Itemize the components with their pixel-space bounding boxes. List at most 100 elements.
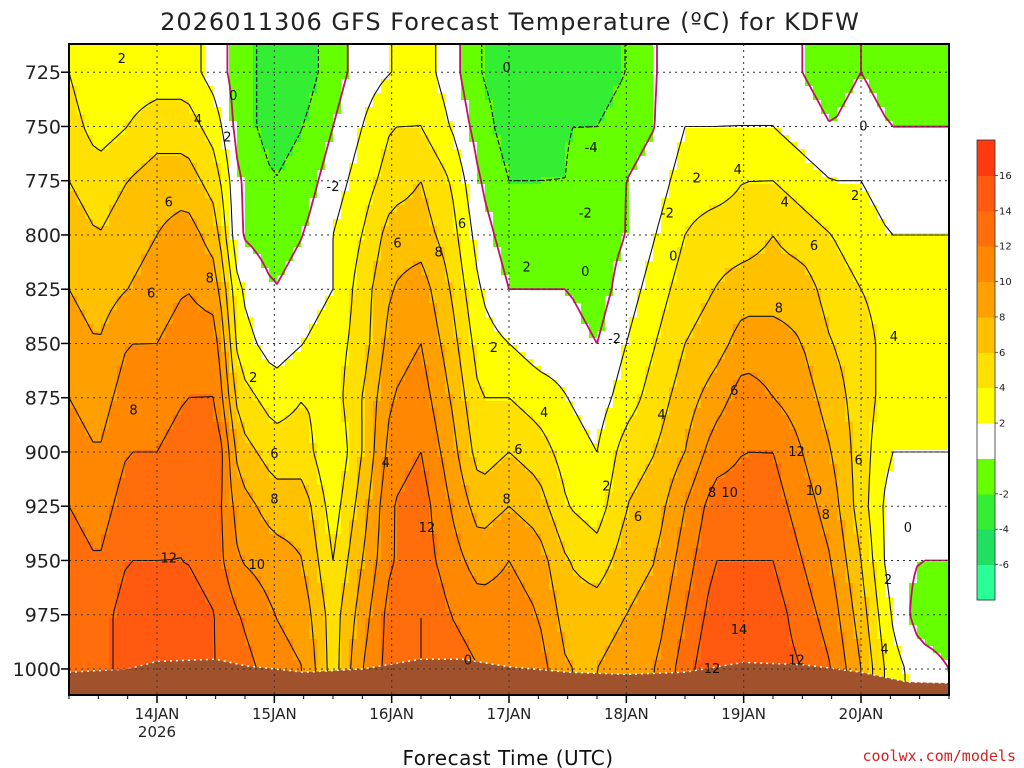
contour-cell <box>405 135 414 143</box>
contour-cell <box>701 100 710 108</box>
contour-cell <box>645 282 654 290</box>
contour-cell <box>357 58 366 66</box>
contour-cell <box>125 128 134 136</box>
contour-cell <box>253 163 262 171</box>
contour-cell <box>805 282 814 290</box>
contour-cell <box>77 212 86 220</box>
contour-cell <box>685 149 694 157</box>
contour-cell <box>341 289 350 297</box>
contour-cell <box>453 79 462 87</box>
contour-cell <box>757 268 766 276</box>
contour-cell <box>253 338 262 346</box>
contour-cell <box>213 317 222 325</box>
contour-cell <box>901 219 910 227</box>
contour-cell <box>725 114 734 122</box>
contour-cell <box>493 247 502 255</box>
contour-cell <box>709 100 718 108</box>
contour-cell <box>285 331 294 339</box>
contour-cell <box>637 58 646 66</box>
contour-cell <box>293 289 302 297</box>
contour-cell <box>269 324 278 332</box>
contour-cell <box>693 275 702 283</box>
contour-cell <box>853 233 862 241</box>
contour-cell <box>669 79 678 87</box>
contour-cell <box>229 268 238 276</box>
contour-cell <box>605 310 614 318</box>
contour-cell <box>77 296 86 304</box>
contour-cell <box>181 317 190 325</box>
contour-cell <box>733 254 742 262</box>
contour-cell <box>589 163 598 171</box>
contour-cell <box>925 268 934 276</box>
contour-cell <box>85 86 94 94</box>
contour-cell <box>69 310 78 318</box>
contour-cell <box>797 345 806 353</box>
contour-cell <box>573 352 582 360</box>
contour-cell <box>181 219 190 227</box>
contour-cell <box>501 121 510 129</box>
contour-cell <box>477 44 486 52</box>
contour-cell <box>173 317 182 325</box>
contour-cell <box>85 107 94 115</box>
contour-cell <box>77 44 86 52</box>
contour-cell <box>461 72 470 80</box>
contour-cell <box>773 142 782 150</box>
contour-cell <box>933 51 942 59</box>
contour-cell <box>837 79 846 87</box>
contour-cell <box>373 163 382 171</box>
contour-cell <box>845 65 854 73</box>
contour-cell <box>789 121 798 129</box>
contour-cell <box>93 254 102 262</box>
contour-cell <box>805 72 814 80</box>
contour-cell <box>549 65 558 73</box>
contour-cell <box>157 163 166 171</box>
contour-cell <box>165 310 174 318</box>
contour-cell <box>581 275 590 283</box>
contour-cell <box>605 219 614 227</box>
contour-cell <box>861 86 870 94</box>
contour-cell <box>485 331 494 339</box>
contour-cell <box>509 296 518 304</box>
contour-cell <box>765 310 774 318</box>
contour-cell <box>357 184 366 192</box>
contour-cell <box>205 51 214 59</box>
contour-cell <box>205 177 214 185</box>
contour-cell <box>621 156 630 164</box>
contour-cell <box>509 268 518 276</box>
contour-cell <box>877 51 886 59</box>
contour-cell <box>541 93 550 101</box>
contour-cell <box>349 352 358 360</box>
contour-cell <box>525 58 534 66</box>
contour-cell <box>709 282 718 290</box>
contour-cell <box>861 149 870 157</box>
contour-cell <box>421 317 430 325</box>
contour-cell <box>629 149 638 157</box>
contour-cell <box>213 72 222 80</box>
contour-cell <box>165 65 174 73</box>
contour-cell <box>861 303 870 311</box>
contour-cell <box>285 233 294 241</box>
contour-cell <box>581 93 590 101</box>
contour-cell <box>405 205 414 213</box>
contour-cell <box>349 100 358 108</box>
contour-cell <box>605 51 614 59</box>
contour-cell <box>349 86 358 94</box>
contour-cell <box>341 233 350 241</box>
contour-cell <box>909 100 918 108</box>
contour-cell <box>853 289 862 297</box>
contour-cell <box>509 324 518 332</box>
contour-cell <box>69 114 78 122</box>
contour-cell <box>605 233 614 241</box>
contour-cell <box>549 226 558 234</box>
contour-cell <box>605 226 614 234</box>
contour-cell <box>885 331 894 339</box>
contour-cell <box>749 303 758 311</box>
contour-cell <box>397 65 406 73</box>
contour-cell <box>621 240 630 248</box>
contour-cell <box>661 345 670 353</box>
contour-cell <box>589 317 598 325</box>
contour-cell <box>509 170 518 178</box>
contour-cell <box>773 352 782 360</box>
contour-cell <box>805 226 814 234</box>
contour-cell <box>669 163 678 171</box>
